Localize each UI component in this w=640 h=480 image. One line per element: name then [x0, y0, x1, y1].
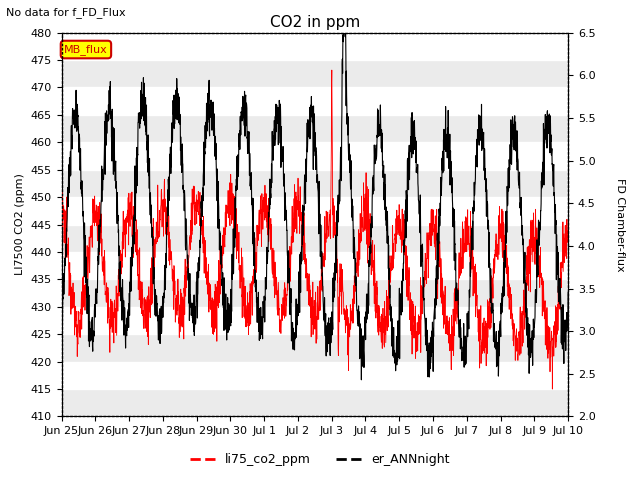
Text: No data for f_FD_Flux: No data for f_FD_Flux — [6, 7, 126, 18]
Text: MB_flux: MB_flux — [64, 44, 108, 55]
Bar — [61, 169, 568, 197]
Bar — [61, 115, 568, 142]
Y-axis label: FD Chamber-flux: FD Chamber-flux — [615, 178, 625, 271]
Bar — [61, 389, 568, 417]
Bar — [61, 225, 568, 252]
Bar — [61, 279, 568, 307]
Title: CO2 in ppm: CO2 in ppm — [269, 15, 360, 30]
Bar — [61, 60, 568, 87]
Y-axis label: LI7500 CO2 (ppm): LI7500 CO2 (ppm) — [15, 174, 25, 276]
Bar — [61, 334, 568, 361]
Legend: li75_co2_ppm, er_ANNnight: li75_co2_ppm, er_ANNnight — [186, 448, 454, 471]
